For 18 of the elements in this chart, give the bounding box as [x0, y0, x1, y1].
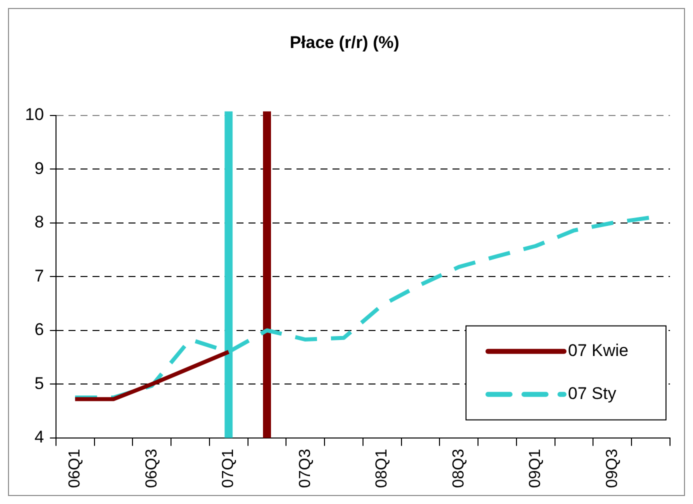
y-tick-label: 9: [34, 158, 44, 178]
x-tick-label: 09Q1: [527, 448, 544, 488]
y-tick-label: 5: [34, 374, 44, 393]
x-tick-label: 08Q3: [450, 448, 468, 488]
x-tick-label: 07Q3: [296, 448, 314, 488]
y-tick-label: 7: [34, 266, 44, 286]
x-tick-label: 06Q3: [143, 448, 160, 488]
x-tick-label: 09Q3: [604, 448, 621, 488]
y-tick-label: 4: [34, 428, 44, 447]
legend-label: 07 Kwie: [568, 341, 628, 360]
y-tick-label: 6: [34, 320, 44, 340]
chart-title: Płace (r/r) (%): [290, 32, 400, 52]
x-tick-label: 07Q1: [220, 448, 238, 488]
legend-label: 07 Sty: [568, 384, 617, 404]
y-tick-label: 8: [34, 212, 44, 232]
y-tick-label: 10: [24, 105, 44, 124]
x-tick-label: 06Q1: [66, 448, 84, 488]
x-tick-label: 08Q1: [374, 448, 391, 488]
